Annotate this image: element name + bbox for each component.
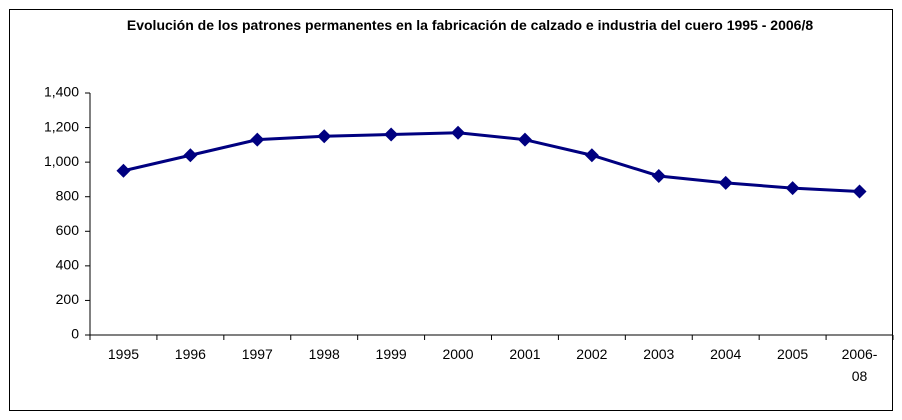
x-tick-label: 2002 <box>576 346 608 362</box>
y-tick-label: 400 <box>56 257 80 273</box>
x-tick-label: 2004 <box>710 346 742 362</box>
y-tick-label: 600 <box>56 222 80 238</box>
x-tick-label: 1998 <box>308 346 340 362</box>
x-tick-label: 2001 <box>509 346 541 362</box>
marker <box>785 181 800 196</box>
marker <box>250 132 265 147</box>
marker <box>852 184 867 199</box>
marker <box>116 163 131 178</box>
x-tick-label: 1995 <box>107 346 140 362</box>
y-tick-label: 0 <box>71 326 79 342</box>
x-tick-label: 1996 <box>174 346 206 362</box>
x-tick-label: 2003 <box>643 346 675 362</box>
chart-title: Evolución de los patrones permanentes en… <box>126 17 814 33</box>
marker <box>718 175 733 190</box>
x-tick-label: 2005 <box>777 346 809 362</box>
y-tick-label: 1,200 <box>44 118 79 134</box>
marker <box>451 125 466 140</box>
marker <box>517 132 532 147</box>
chart-border <box>9 9 893 411</box>
x-tick-label: 1999 <box>375 346 407 362</box>
x-tick-label: 2006-08 <box>841 346 878 384</box>
marker <box>384 127 399 142</box>
marker <box>317 129 332 144</box>
y-tick-label: 1,000 <box>44 153 79 169</box>
marker <box>183 148 198 163</box>
x-tick-label: 1997 <box>241 346 273 362</box>
marker <box>584 148 599 163</box>
marker <box>651 168 666 183</box>
series-line <box>123 131 860 194</box>
x-tick-label: 2000 <box>442 346 474 362</box>
y-tick-label: 200 <box>56 291 80 307</box>
y-tick-label: 800 <box>56 187 80 203</box>
y-tick-label: 1,400 <box>44 84 79 100</box>
